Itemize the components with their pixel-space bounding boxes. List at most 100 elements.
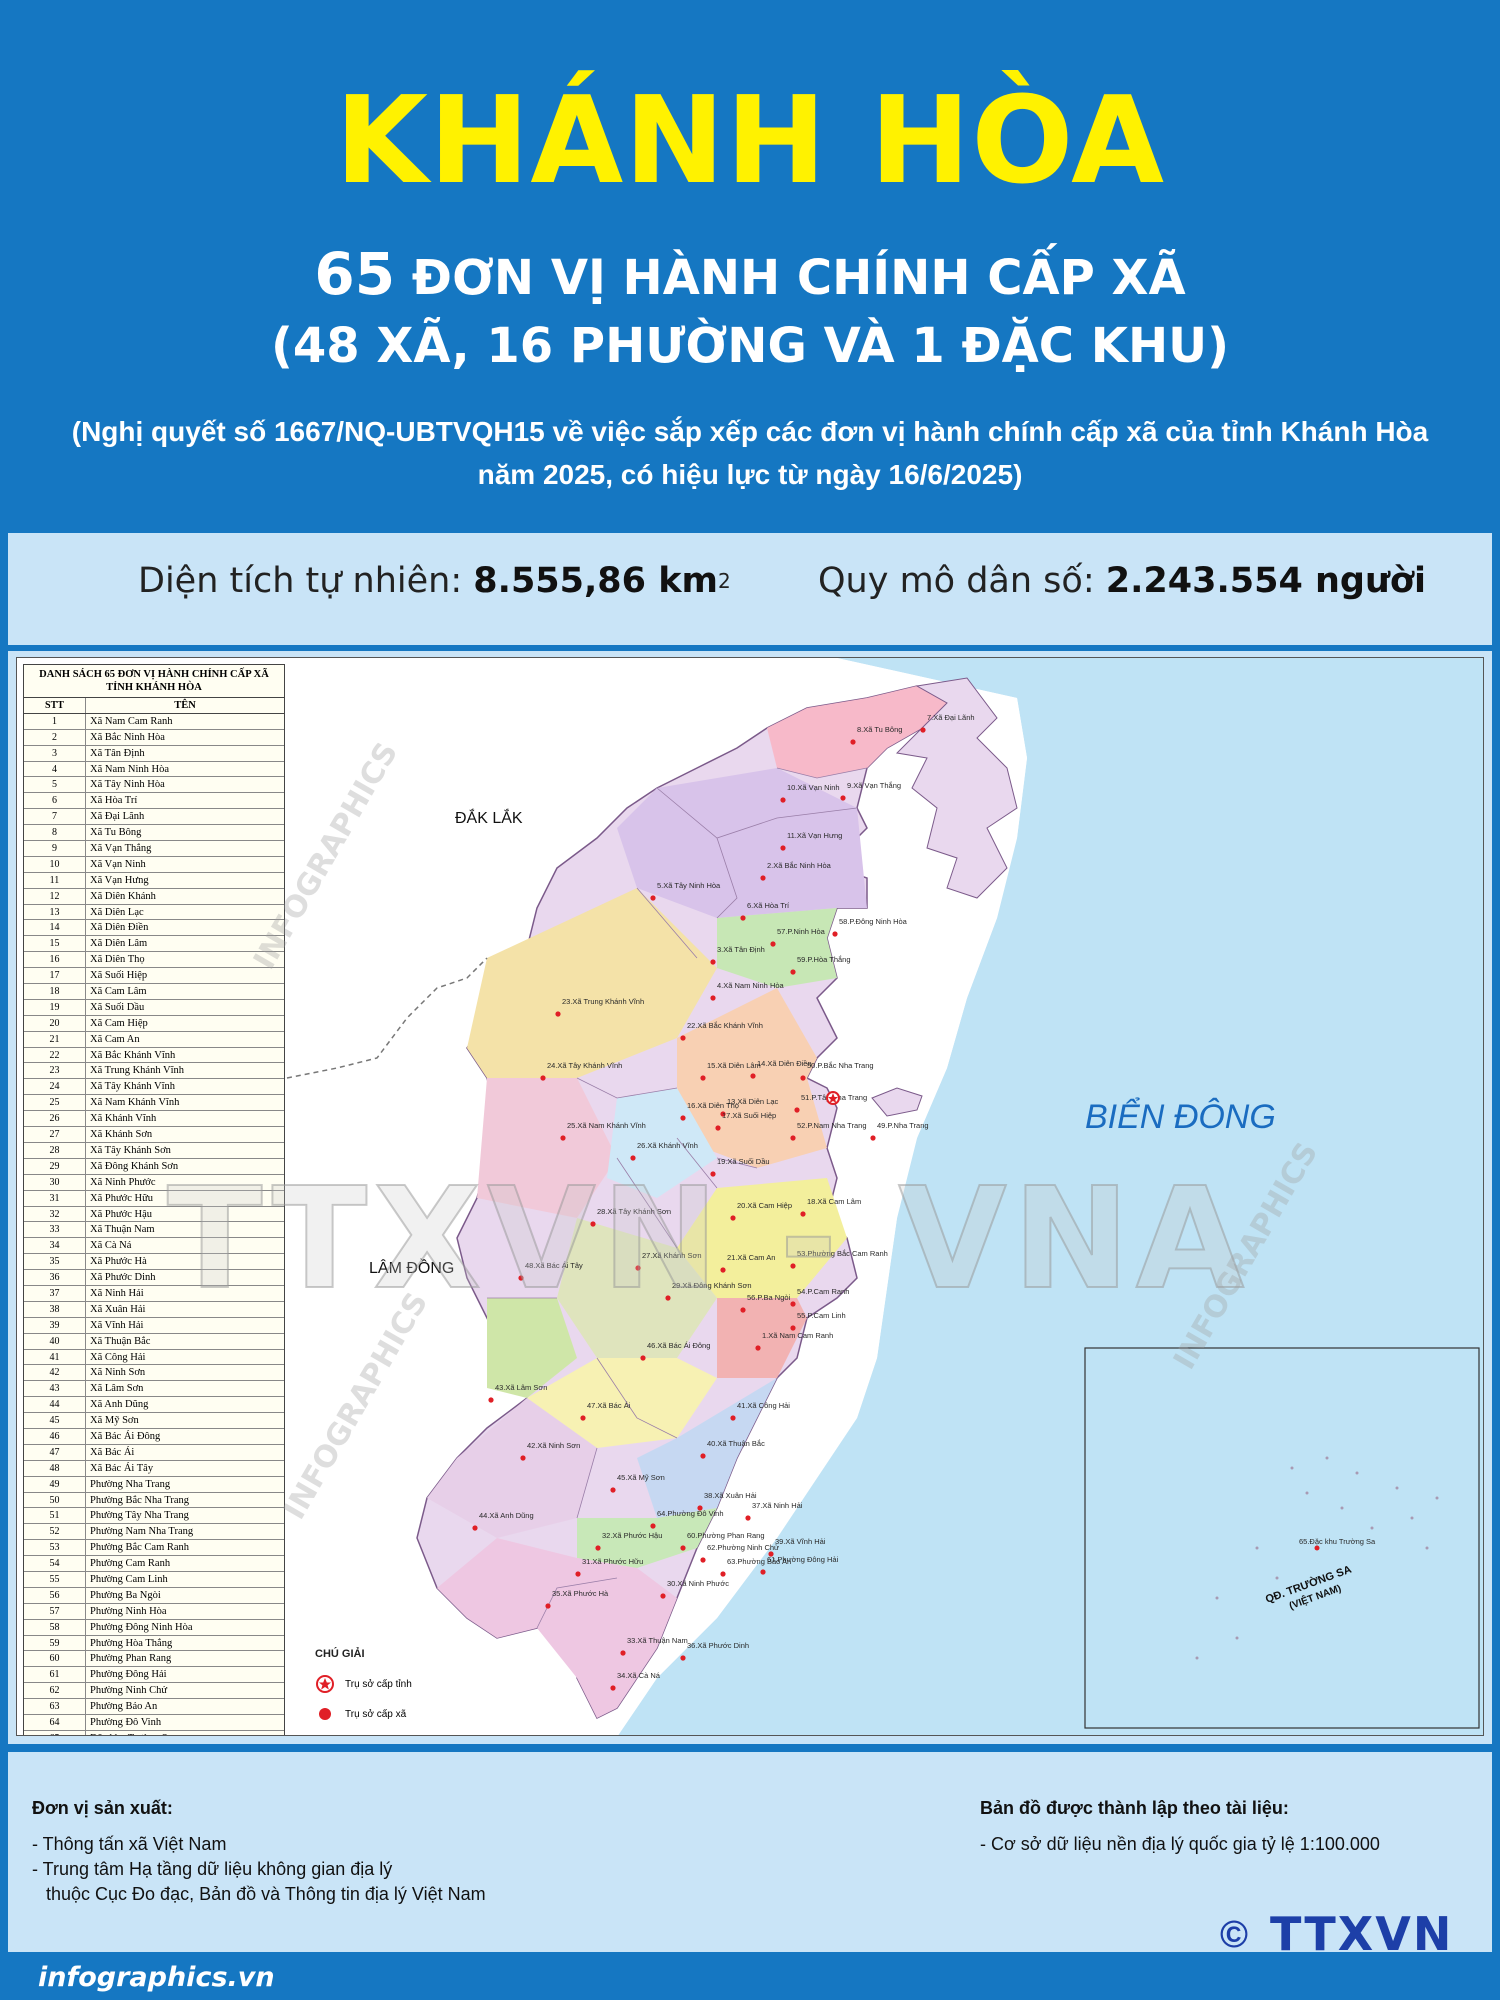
- list-row-number: 22: [24, 1047, 86, 1063]
- list-row-number: 60: [24, 1651, 86, 1667]
- province-label-lamdong: LÂM ĐỒNG: [369, 1258, 454, 1277]
- region-phan-rang: [577, 1508, 717, 1568]
- region-ninh-hai: [637, 1378, 777, 1518]
- commune-label: 63.Phường Bảo An: [727, 1557, 791, 1566]
- region-lam-son: [487, 1298, 577, 1398]
- legend: CHÚ GIẢI Trụ sở cấp tỉnh Trụ sở cấp xã: [315, 1648, 412, 1724]
- list-row-number: 55: [24, 1571, 86, 1587]
- commune-label: 5.Xã Tây Ninh Hòa: [657, 881, 721, 890]
- list-row: 50 Phường Bắc Nha Trang: [24, 1492, 284, 1509]
- commune-label: 39.Xã Vĩnh Hải: [775, 1537, 826, 1546]
- commune-hq-marker: [560, 1135, 566, 1141]
- commune-hq-marker: [700, 1075, 706, 1081]
- commune-label: 47.Xã Bác Ái: [587, 1401, 631, 1410]
- list-row: 23 Xã Trung Khánh Vĩnh: [24, 1063, 284, 1080]
- list-row-name: Phường Ninh Chử: [90, 1685, 168, 1697]
- subtitle-text: ĐƠN VỊ HÀNH CHÍNH CẤP XÃ: [411, 250, 1186, 306]
- producer-item-3: thuộc Cục Đo đạc, Bản đồ và Thông tin đị…: [46, 1884, 486, 1904]
- commune-hq-marker: [770, 941, 776, 947]
- page-title: KHÁNH HÒA: [334, 72, 1165, 211]
- list-row-number: 49: [24, 1476, 86, 1492]
- list-row-number: 13: [24, 904, 86, 920]
- list-row-number: 7: [24, 809, 86, 825]
- province-border-west: [286, 957, 488, 1079]
- list-row-number: 24: [24, 1079, 86, 1095]
- commune-hq-marker: [740, 1307, 746, 1313]
- hon-tre-island: [871, 1087, 923, 1117]
- list-row-name: Xã Nam Cam Ranh: [90, 715, 173, 727]
- list-row: 37 Xã Ninh Hải: [24, 1285, 284, 1302]
- list-row-name: Xã Tu Bông: [90, 827, 142, 839]
- list-row-name: Xã Trung Khánh Vĩnh: [90, 1065, 185, 1077]
- commune-label: 36.Xã Phước Dinh: [687, 1641, 749, 1650]
- list-row-name: Phường Ba Ngòi: [90, 1589, 161, 1601]
- list-row-name: Phường Bắc Cam Ranh: [90, 1542, 190, 1554]
- list-row-number: 58: [24, 1619, 86, 1635]
- commune-hq-marker: [730, 1415, 736, 1421]
- commune-layer: 7.Xã Đại Lãnh 8.Xã Tu Bông 10.Xã Vạn Ninh 9…: [472, 713, 975, 1691]
- commune-label: 9.Xã Vạn Thắng: [847, 781, 901, 790]
- list-row-name: Xã Đông Khánh Sơn: [90, 1160, 179, 1172]
- list-row-number: 18: [24, 984, 86, 999]
- commune-hq-marker: [870, 1135, 876, 1141]
- col-name-header: TÊN: [174, 700, 196, 711]
- site-link[interactable]: infographics.vn: [22, 1956, 335, 2000]
- commune-label: 6.Xã Hòa Trí: [747, 901, 790, 910]
- list-row-name: Xã Đại Lãnh: [90, 811, 145, 823]
- commune-hq-marker: [590, 1221, 596, 1227]
- commune-hq-marker: [710, 959, 716, 965]
- list-row-name: Xã Khánh Sơn: [90, 1129, 153, 1141]
- commune-hq-marker: [630, 1155, 636, 1161]
- commune-hq-marker: [760, 1569, 766, 1575]
- province-hq-star: [828, 1093, 838, 1103]
- region-north: [767, 686, 947, 778]
- commune-label: 1.Xã Nam Cam Ranh: [762, 1331, 833, 1340]
- list-row: 2 Xã Bắc Ninh Hòa: [24, 729, 284, 746]
- region-ninh-hoa: [617, 768, 867, 918]
- list-row-name: Xã Thuận Bắc: [90, 1335, 151, 1347]
- commune-label: 17.Xã Suối Hiệp: [722, 1111, 776, 1120]
- list-row-name: Xã Bác Ái Tây: [90, 1462, 154, 1474]
- list-row-number: 34: [24, 1238, 86, 1254]
- list-row-name: Xã Xuân Hải: [90, 1303, 146, 1315]
- list-row-name: Xã Vạn Thắng: [90, 843, 152, 855]
- list-row: 42 Xã Ninh Sơn: [24, 1365, 284, 1382]
- list-row-name: Xã Suối Dầu: [90, 1001, 145, 1013]
- list-row-name: Xã Cà Ná: [90, 1240, 132, 1252]
- list-row: 13 Xã Diên Lạc: [24, 904, 284, 921]
- resolution-note: (Nghị quyết số 1667/NQ-UBTVQH15 về việc …: [71, 416, 1429, 490]
- map-area: 65.Đặc khu Trường Sa QĐ. TRƯỜNG SA (VIỆT…: [16, 657, 1484, 1736]
- commune-hq-marker: [635, 1265, 641, 1271]
- list-row: 65Đặc khu Trường Sa: [24, 1730, 284, 1735]
- list-row-number: 21: [24, 1031, 86, 1047]
- commune-label: 34.Xã Cà Ná: [617, 1671, 661, 1680]
- star-icon: [316, 1675, 334, 1693]
- list-row-number: 6: [24, 793, 86, 809]
- list-row-number: 57: [24, 1603, 86, 1619]
- map-frame: 65.Đặc khu Trường Sa QĐ. TRƯỜNG SA (VIỆT…: [8, 651, 1492, 1744]
- list-row-number: 3: [24, 745, 86, 761]
- list-row-name: Xã Tây Khánh Sơn: [90, 1144, 171, 1156]
- commune-label: 62.Phường Ninh Chử: [707, 1543, 779, 1552]
- list-row: 30 Xã Ninh Phước: [24, 1174, 284, 1191]
- list-row-number: 1: [24, 713, 86, 729]
- commune-hq-marker: [555, 1011, 561, 1017]
- commune-hq-marker: [755, 1345, 761, 1351]
- commune-hq-marker: [710, 1171, 716, 1177]
- commune-label: 29.Xã Đông Khánh Sơn: [672, 1281, 752, 1290]
- commune-hq-marker: [790, 1135, 796, 1141]
- list-row-number: 56: [24, 1587, 86, 1603]
- copyright-icon: ©: [1220, 1914, 1248, 1956]
- commune-label: 4.Xã Nam Ninh Hòa: [717, 981, 785, 990]
- commune-label: 59.P.Hòa Thắng: [797, 955, 851, 964]
- legend-title: CHÚ GIẢI: [315, 1648, 365, 1660]
- commune-label: 42.Xã Ninh Sơn: [527, 1441, 580, 1450]
- col-stt-header: STT: [24, 698, 86, 713]
- commune-label: 40.Xã Thuận Bắc: [707, 1439, 765, 1448]
- commune-label: 44.Xã Anh Dũng: [479, 1511, 534, 1520]
- list-body: 1 Xã Nam Cam Ranh 2 Xã Bắc Ninh Hòa 3 Xã Tân …: [24, 713, 284, 1735]
- commune-hq-marker: [580, 1415, 586, 1421]
- commune-label: 48.Xã Bác Ái Tây: [525, 1261, 583, 1270]
- commune-hq-marker: [680, 1035, 686, 1041]
- commune-hq-marker: [780, 797, 786, 803]
